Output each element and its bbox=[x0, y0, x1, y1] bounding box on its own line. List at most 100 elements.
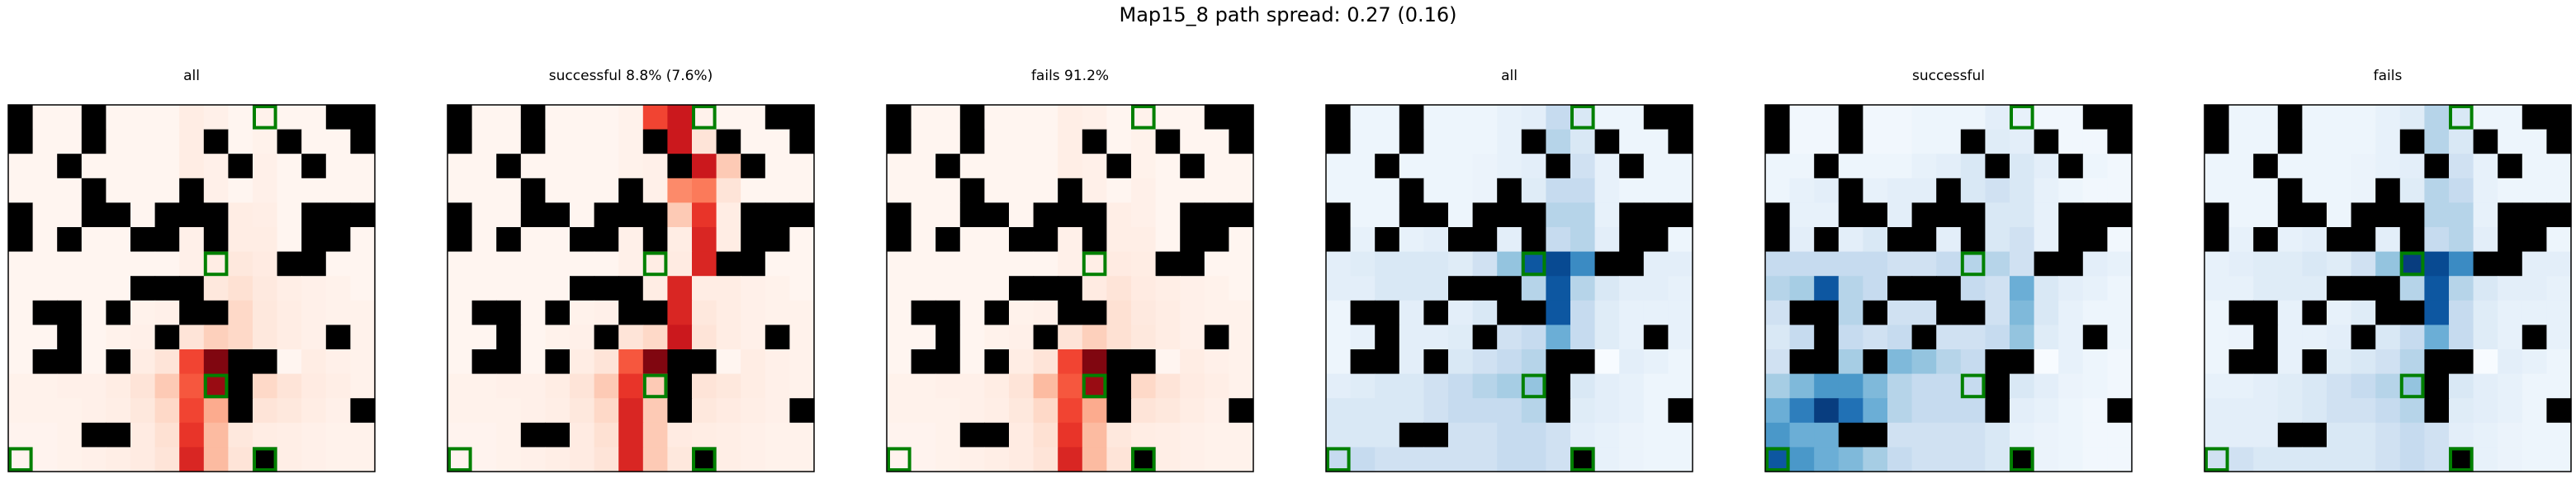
heat-cell bbox=[594, 154, 619, 179]
wall-cell bbox=[1448, 276, 1474, 301]
wall-cell bbox=[2546, 105, 2572, 130]
wall-cell bbox=[959, 422, 985, 448]
wall-cell bbox=[203, 227, 229, 253]
heat-cell bbox=[1570, 251, 1596, 277]
heat-cell bbox=[81, 276, 107, 301]
heat-cell bbox=[1619, 129, 1645, 154]
wall-cell bbox=[2473, 129, 2498, 154]
heat-cell bbox=[2399, 422, 2425, 448]
heat-cell bbox=[1619, 398, 1645, 424]
heat-cell bbox=[1887, 373, 1913, 399]
heat-cell bbox=[2228, 178, 2254, 203]
wall-cell bbox=[570, 276, 595, 301]
wall-cell bbox=[2058, 154, 2084, 179]
heat-cell bbox=[1229, 178, 1254, 203]
heat-cell bbox=[935, 276, 961, 301]
heat-cell bbox=[1399, 325, 1424, 350]
heat-cell bbox=[618, 447, 644, 472]
heat-cell bbox=[1619, 373, 1645, 399]
heat-cell bbox=[2010, 398, 2035, 424]
heat-cell bbox=[2498, 447, 2523, 472]
wall-cell bbox=[1521, 129, 1546, 154]
heat-cell bbox=[594, 129, 619, 154]
target-marker bbox=[253, 105, 277, 130]
heat-cell bbox=[959, 447, 985, 472]
wall-cell bbox=[1472, 325, 1498, 350]
heat-cell bbox=[1960, 373, 1986, 399]
heat-cell bbox=[1789, 105, 1815, 130]
wall-cell bbox=[2473, 251, 2498, 277]
heat-cell bbox=[2522, 349, 2547, 375]
heat-cell bbox=[1619, 349, 1645, 375]
heat-cell bbox=[1668, 300, 1693, 325]
heat-cell bbox=[179, 373, 205, 399]
heat-cell bbox=[2449, 398, 2474, 424]
heat-cell bbox=[2082, 276, 2108, 301]
heat-cell bbox=[1521, 276, 1546, 301]
heat-cell bbox=[642, 447, 668, 472]
heat-cell bbox=[1229, 373, 1254, 399]
heat-cell bbox=[1643, 447, 1669, 472]
heat-cell bbox=[2204, 373, 2230, 399]
wall-cell bbox=[1106, 398, 1132, 424]
heatmap-panel-6 bbox=[2204, 104, 2572, 472]
heat-cell bbox=[1765, 276, 1791, 301]
heat-cell bbox=[1570, 373, 1596, 399]
heat-cell bbox=[2399, 251, 2425, 277]
panel-frame bbox=[886, 104, 1254, 472]
wall-cell bbox=[1960, 227, 1986, 253]
heat-cell bbox=[2424, 227, 2450, 253]
heat-cell bbox=[1668, 178, 1693, 203]
wall-cell bbox=[2253, 325, 2279, 350]
wall-cell bbox=[106, 422, 131, 448]
heat-cell bbox=[1350, 178, 1376, 203]
heat-cell bbox=[1082, 422, 1107, 448]
heat-cell bbox=[765, 349, 790, 375]
heat-cell bbox=[1570, 105, 1596, 130]
wall-cell bbox=[57, 154, 83, 179]
heat-cell bbox=[130, 178, 156, 203]
heat-cell bbox=[1911, 251, 1937, 277]
heat-cell bbox=[1594, 276, 1620, 301]
heat-cell bbox=[1033, 447, 1058, 472]
heat-cell bbox=[1399, 276, 1424, 301]
wall-cell bbox=[765, 105, 790, 130]
heat-cell bbox=[765, 276, 790, 301]
heat-cell bbox=[1204, 178, 1229, 203]
wall-cell bbox=[2058, 202, 2084, 228]
heat-cell bbox=[887, 325, 912, 350]
target-marker bbox=[1521, 373, 1546, 399]
heat-cell bbox=[570, 373, 595, 399]
heat-cell bbox=[1180, 178, 1205, 203]
heat-cell bbox=[545, 129, 571, 154]
heat-cell bbox=[2473, 300, 2498, 325]
wall-cell bbox=[179, 202, 205, 228]
heatmap-panel-1 bbox=[7, 104, 376, 472]
heat-cell bbox=[2375, 227, 2401, 253]
heat-cell bbox=[741, 447, 766, 472]
wall-cell bbox=[2253, 154, 2279, 179]
wall-cell bbox=[179, 276, 205, 301]
heat-cell bbox=[2327, 154, 2352, 179]
wall-cell bbox=[2058, 251, 2084, 277]
heat-cell bbox=[667, 129, 693, 154]
heat-cell bbox=[887, 398, 912, 424]
heat-cell bbox=[1546, 447, 1571, 472]
wall-cell bbox=[1765, 202, 1791, 228]
wall-cell bbox=[1399, 422, 1424, 448]
heat-cell bbox=[57, 422, 83, 448]
heat-cell bbox=[1619, 447, 1645, 472]
heat-cell bbox=[1350, 129, 1376, 154]
target-marker bbox=[203, 251, 229, 277]
wall-cell bbox=[1448, 227, 1474, 253]
heat-cell bbox=[228, 105, 253, 130]
heat-cell bbox=[2228, 251, 2254, 277]
heat-cell bbox=[1546, 300, 1571, 325]
wall-cell bbox=[203, 129, 229, 154]
wall-cell bbox=[325, 202, 351, 228]
heat-cell bbox=[277, 422, 302, 448]
heatmap-panel-5 bbox=[1764, 104, 2133, 472]
heat-cell bbox=[1985, 105, 2010, 130]
heat-cell bbox=[1326, 154, 1352, 179]
heat-cell bbox=[8, 325, 34, 350]
